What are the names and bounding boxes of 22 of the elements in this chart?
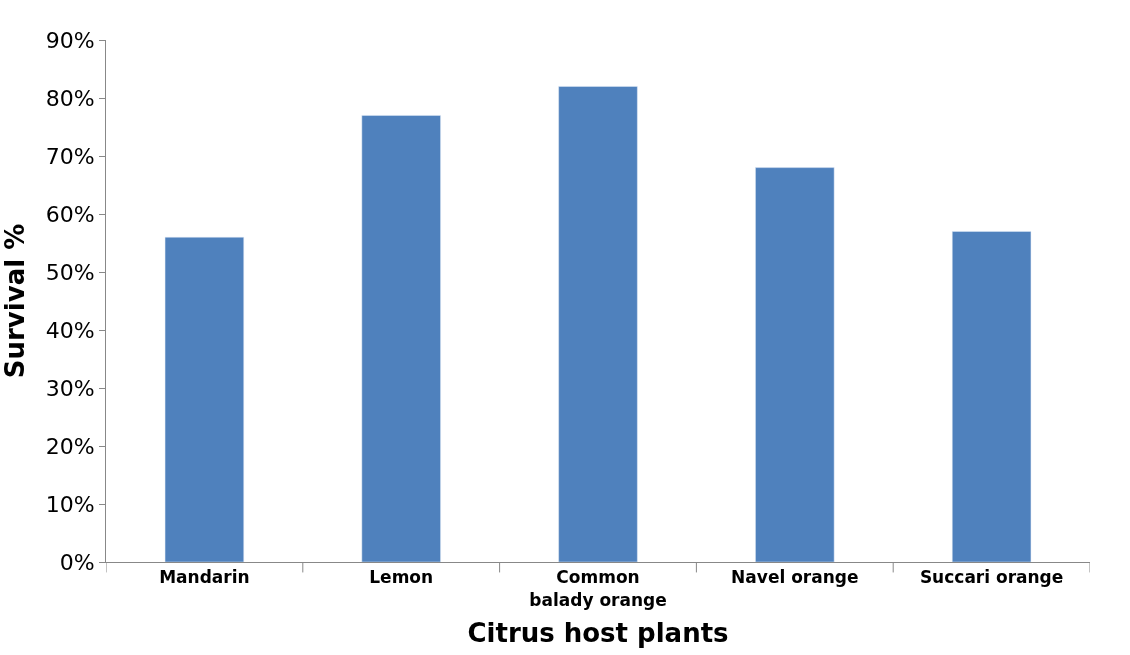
bar (951, 231, 1032, 562)
y-tick-label: 80% (45, 85, 95, 111)
y-tick-label: 10% (45, 491, 95, 517)
y-tick-label: 20% (45, 433, 95, 459)
bar (558, 86, 638, 562)
bar (755, 167, 835, 562)
y-tick-label: 0% (59, 549, 95, 575)
x-tick-label: Navel orange (731, 567, 859, 588)
x-tick-label: Common balady orange (529, 567, 667, 610)
y-tick-label: 40% (45, 317, 95, 343)
y-tick-label: 70% (45, 143, 95, 169)
y-tick-label: 60% (45, 201, 95, 227)
x-axis-title: Citrus host plants (467, 618, 729, 649)
y-tick-label: 90% (45, 27, 95, 53)
y-tick-label: 30% (45, 375, 95, 401)
bar (164, 236, 245, 562)
x-tick-label: Succari orange (919, 567, 1064, 588)
x-tick-label: Lemon (369, 567, 434, 588)
y-tick-label: 50% (45, 259, 95, 285)
y-axis-title: Survival % (0, 223, 30, 379)
bar (361, 115, 441, 562)
x-tick-label: Mandarin (159, 567, 250, 588)
